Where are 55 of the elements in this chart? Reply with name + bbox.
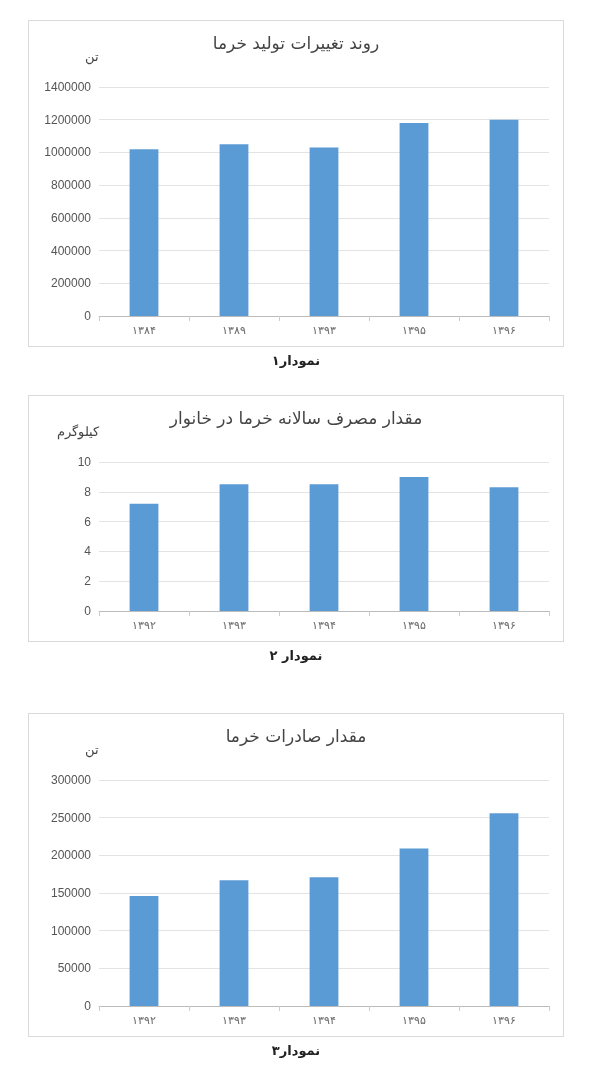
y-tick-label: 1400000 — [44, 80, 92, 94]
x-tick-label: ۱۳۹۲ — [132, 1013, 156, 1026]
y-tick-label: 0 — [84, 309, 92, 323]
y-axis-title: کیلوگرم — [57, 424, 100, 440]
text: نمودار ۲ — [268, 648, 324, 663]
x-tick-label: ۱۳۹۴ — [312, 1013, 336, 1026]
bar — [399, 848, 429, 1006]
bar — [129, 503, 159, 611]
x-tick-label: ۱۳۹۲ — [132, 618, 156, 631]
chart-title: مقدار مصرف سالانه خرما در خانوار — [168, 407, 423, 428]
y-axis-title: تن — [85, 49, 99, 65]
bar — [309, 877, 339, 1006]
y-tick-label: 800000 — [50, 178, 92, 193]
y-tick-label: 200000 — [50, 276, 92, 291]
x-tick-label: ۱۳۹۶ — [492, 1013, 516, 1026]
x-tick-label: ۱۳۹۶ — [492, 323, 516, 336]
y-tick-label: 50000 — [57, 961, 92, 976]
chart-title: روند تغییرات تولید خرما — [212, 32, 380, 53]
bar — [219, 880, 249, 1006]
bar — [399, 476, 429, 611]
chart-title: مقدار صادرات خرما — [225, 725, 367, 746]
bar — [489, 487, 519, 611]
y-tick-label: 600000 — [50, 210, 92, 225]
text: نمودار۱ — [270, 353, 322, 368]
bar — [489, 813, 519, 1006]
x-tick-label: ۱۳۹۵ — [402, 1013, 426, 1026]
y-tick-label: 200000 — [50, 848, 92, 863]
x-tick-label: ۱۳۹۳ — [312, 323, 336, 336]
y-tick-label: 8 — [84, 484, 92, 499]
x-tick-label: ۱۳۸۴ — [132, 323, 156, 336]
y-tick-label: 1000000 — [44, 145, 92, 160]
x-tick-label: ۱۳۹۴ — [312, 618, 336, 631]
y-tick-label: 150000 — [50, 886, 92, 900]
x-tick-label: ۱۳۹۶ — [492, 618, 516, 631]
y-tick-label: 6 — [84, 514, 92, 529]
x-tick-label: ۱۳۸۹ — [222, 323, 246, 336]
y-tick-label: 0 — [84, 604, 92, 618]
x-tick-label: ۱۳۹۵ — [402, 618, 426, 631]
y-tick-label: 2 — [84, 574, 92, 589]
y-tick-label: 400000 — [50, 243, 92, 258]
y-tick-label: 1200000 — [44, 112, 92, 127]
x-tick-label: ۱۳۹۵ — [402, 323, 426, 336]
y-tick-label: 250000 — [50, 810, 92, 825]
y-tick-label: 10 — [77, 455, 92, 469]
y-tick-label: 100000 — [50, 923, 92, 938]
bar — [129, 896, 159, 1006]
x-tick-label: ۱۳۹۳ — [222, 618, 246, 631]
x-tick-label: ۱۳۹۳ — [222, 1013, 246, 1026]
bar — [309, 484, 339, 611]
y-axis-title: تن — [85, 742, 99, 758]
y-tick-label: 300000 — [50, 773, 92, 787]
y-tick-label: 4 — [84, 544, 92, 559]
bar — [219, 484, 249, 611]
text: نمودار۳ — [270, 1043, 322, 1058]
y-tick-label: 0 — [84, 999, 92, 1013]
